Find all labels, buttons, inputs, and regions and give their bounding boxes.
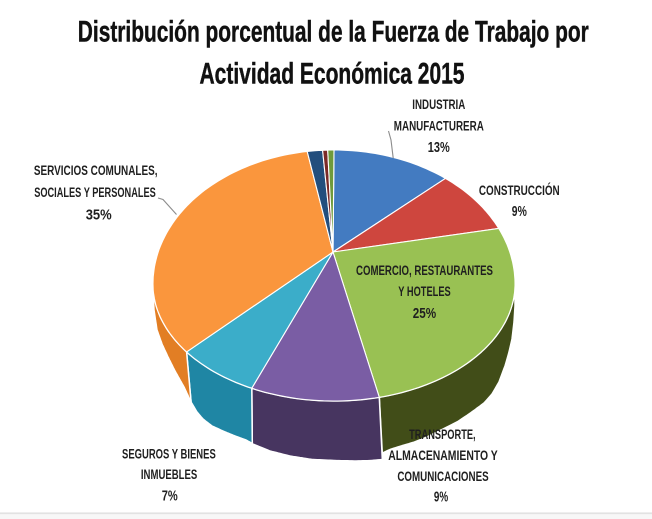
svg-text:Actividad Económica 2015: Actividad Económica 2015 — [200, 58, 465, 91]
svg-text:INDUSTRIA: INDUSTRIA — [412, 97, 465, 112]
svg-text:TRANSPORTE,: TRANSPORTE, — [409, 427, 476, 442]
svg-text:7%: 7% — [162, 488, 178, 505]
svg-text:Y HOTELES: Y HOTELES — [398, 284, 450, 299]
svg-text:SOCIALES Y PERSONALES: SOCIALES Y PERSONALES — [34, 185, 156, 200]
svg-text:13%: 13% — [428, 139, 450, 156]
svg-text:25%: 25% — [413, 305, 436, 322]
svg-text:CONSTRUCCIÓN: CONSTRUCCIÓN — [479, 183, 560, 198]
svg-text:COMERCIO, RESTAURANTES: COMERCIO, RESTAURANTES — [356, 263, 493, 278]
svg-text:SEGUROS Y BIENES: SEGUROS Y BIENES — [122, 446, 216, 461]
svg-text:INMUEBLES: INMUEBLES — [141, 467, 197, 482]
svg-text:SERVICIOS COMUNALES,: SERVICIOS COMUNALES, — [34, 163, 158, 178]
svg-text:Distribución porcentual de la: Distribución porcentual de la Fuerza de … — [78, 16, 589, 49]
svg-text:ALMACENAMIENTO Y: ALMACENAMIENTO Y — [388, 448, 498, 463]
svg-text:COMUNICACIONES: COMUNICACIONES — [397, 469, 488, 484]
svg-text:35%: 35% — [86, 206, 112, 223]
svg-text:9%: 9% — [512, 203, 527, 220]
svg-text:MANUFACTURERA: MANUFACTURERA — [394, 119, 484, 134]
svg-text:9%: 9% — [434, 489, 448, 506]
